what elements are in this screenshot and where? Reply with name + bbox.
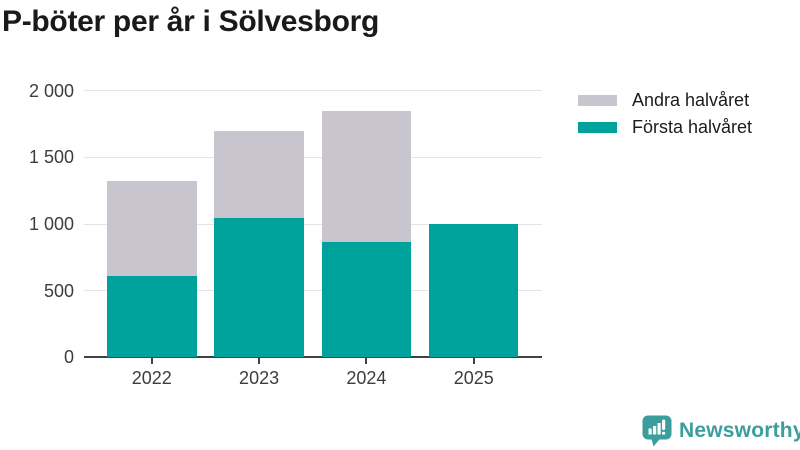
bar-2022 [107, 180, 197, 357]
y-tick-label: 1 500 [28, 147, 74, 168]
bar-2023 [214, 131, 304, 357]
gridline-1500 [84, 156, 542, 158]
legend-label: Första halvåret [632, 117, 753, 137]
x-tick-label-2023: 2023 [239, 368, 280, 388]
chart-title: P-böter per år i Sölvesborg [2, 5, 379, 38]
bar-segment-2023-andra-halvåret [214, 131, 304, 219]
legend-label: Andra halvåret [632, 90, 750, 110]
x-tick-2022 [150, 358, 153, 364]
bar-2025 [428, 223, 519, 357]
x-tick-label-2025: 2025 [453, 368, 494, 388]
legend-swatch [578, 122, 617, 133]
y-tick-label: 500 [43, 280, 74, 301]
x-tick-2024 [365, 358, 368, 364]
y-tick-label: 1 000 [28, 214, 74, 234]
legend-swatch [578, 95, 617, 106]
bar-segment-2024-andra-halvåret [321, 111, 412, 243]
gridline-2000 [84, 90, 542, 91]
x-tick-2025 [472, 358, 475, 364]
gridline-1000 [84, 223, 542, 225]
bar-segment-2022-andra-halvåret [107, 180, 197, 276]
x-axis-line [84, 356, 542, 358]
bar-segment-2025-första-halvåret [428, 223, 519, 357]
bar-segment-2022-första-halvåret [107, 275, 197, 357]
x-tick-label-2024: 2024 [346, 368, 387, 388]
bar-2024 [321, 111, 412, 357]
legend-item-första-halvåret: Första halvåret [578, 114, 752, 141]
y-tick-label: 2 000 [28, 80, 74, 101]
newsworthy-logo-icon [642, 415, 672, 447]
y-tick-label: 0 [63, 347, 74, 367]
x-tick-2023 [258, 358, 261, 364]
x-tick-label-2022: 2022 [131, 368, 172, 388]
bar-segment-2023-första-halvåret [214, 218, 304, 357]
legend-item-andra-halvåret: Andra halvåret [578, 87, 752, 114]
gridline-500 [84, 290, 542, 292]
legend: Andra halvåret Första halvåret [578, 87, 752, 141]
newsworthy-logo-text: Newsworthy [679, 419, 800, 442]
bar-segment-2024-första-halvåret [321, 242, 412, 357]
plot-area: 0 500 1 000 1 500 2 000 2022 2023 2024 2025 [29, 82, 542, 387]
newsworthy-logo: Newsworthy [642, 415, 800, 447]
